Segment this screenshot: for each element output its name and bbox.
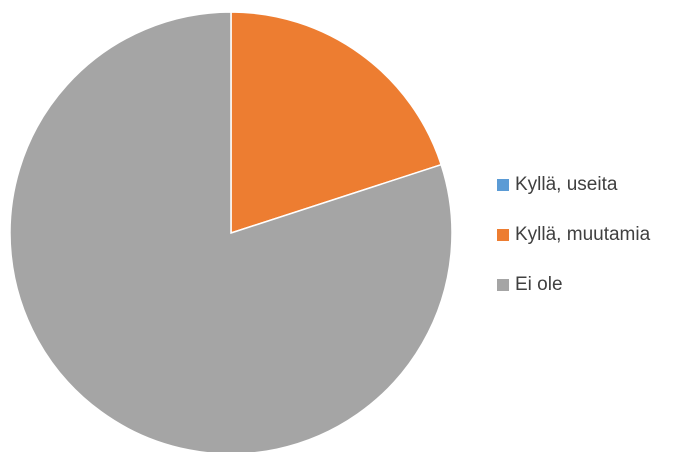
legend-label: Ei ole — [515, 274, 563, 295]
legend-label: Kyllä, useita — [515, 174, 618, 195]
pie-slice-ei-ole — [9, 11, 453, 452]
legend-item-ei-ole: Ei ole — [497, 272, 650, 298]
legend-item-kylla-useita: Kyllä, useita — [497, 172, 650, 198]
legend-swatch — [497, 179, 509, 191]
pie-slice-kylla-muutamia — [230, 11, 443, 235]
legend: Kyllä, useita Kyllä, muutamia Ei ole — [497, 172, 650, 298]
legend-item-kylla-muutamia: Kyllä, muutamia — [497, 222, 650, 248]
legend-swatch — [497, 229, 509, 241]
pie-slices — [9, 11, 453, 452]
legend-label: Kyllä, muutamia — [515, 224, 651, 245]
legend-swatch — [497, 279, 509, 291]
